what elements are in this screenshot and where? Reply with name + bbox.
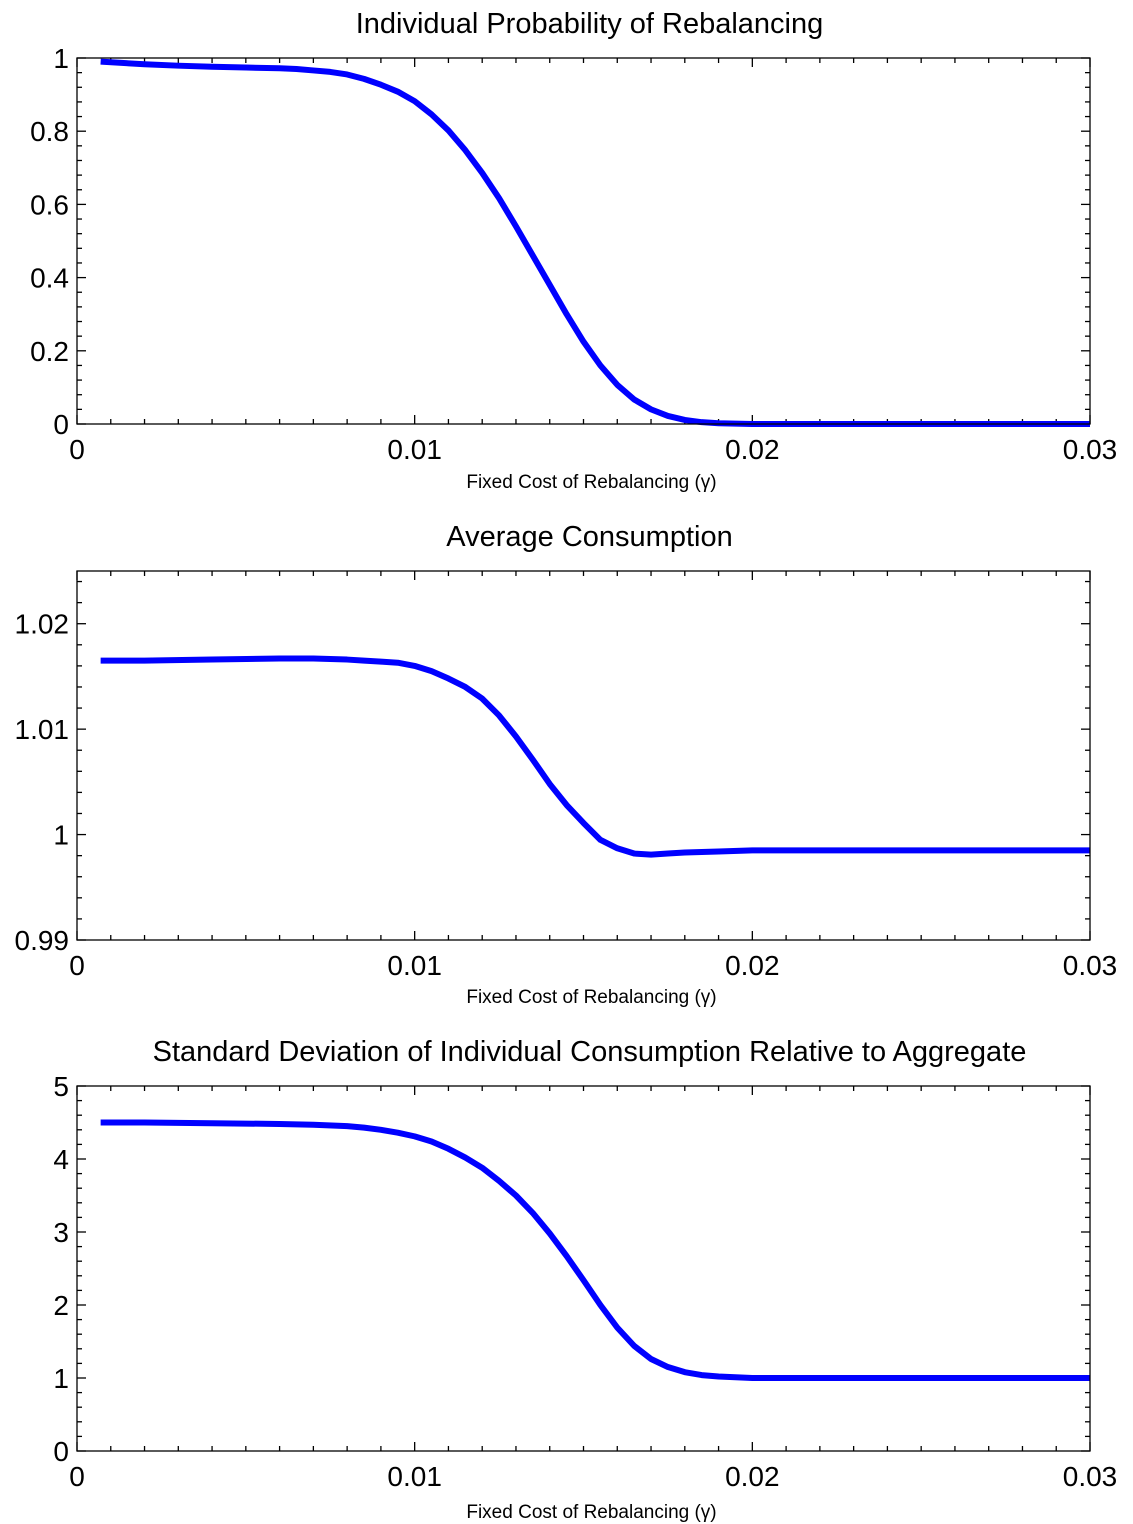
x-tick-label: 0.02 — [725, 950, 780, 981]
x-tick-label: 0.01 — [387, 434, 442, 465]
chart-panel-1: Individual Probability of Rebalancing 0 0.… — [30, 8, 1117, 493]
x-axis-label: Fixed Cost of Rebalancing (γ) — [466, 472, 716, 493]
y-tick-label: 1.02 — [15, 609, 70, 640]
x-tick-label: 0.02 — [725, 434, 780, 465]
axes-box — [76, 1085, 1091, 1452]
x-tick-label: 0.02 — [725, 1461, 780, 1492]
series-line — [100, 1119, 1090, 1381]
x-axis-label: Fixed Cost of Rebalancing (γ) — [466, 987, 716, 1008]
chart-title: Average Consumption — [446, 521, 732, 553]
x-tick-label: 0.03 — [1063, 1461, 1118, 1492]
y-tick-label: 0.8 — [30, 116, 69, 147]
axes-box — [76, 570, 1091, 941]
axes-box — [76, 57, 1091, 425]
x-tick-label: 0 — [69, 434, 85, 465]
x-axis-label: Fixed Cost of Rebalancing (γ) — [466, 1502, 716, 1523]
y-tick-label: 1 — [53, 1363, 69, 1394]
y-tick-label: 0 — [53, 1436, 69, 1467]
y-tick-label: 2 — [53, 1290, 69, 1321]
y-tick-label: 0.2 — [30, 336, 69, 367]
y-tick-label: 0.99 — [15, 925, 70, 956]
y-tick-label: 1 — [53, 820, 69, 851]
y-tick-label: 1 — [53, 43, 69, 74]
y-tick-label: 4 — [53, 1144, 69, 1175]
y-tick-label: 1.01 — [15, 714, 70, 745]
series-line — [100, 655, 1090, 858]
y-tick-label: 0.6 — [30, 189, 69, 220]
chart-panel-3: Standard Deviation of Individual Consump… — [53, 1036, 1117, 1523]
x-tick-label: 0.03 — [1063, 950, 1118, 981]
chart-panel-2: Average Consumption 0 0.01 0.02 0.03 0.99 1 1.0… — [15, 521, 1118, 1008]
y-tick-label: 0 — [53, 409, 69, 440]
y-tick-label: 3 — [53, 1217, 69, 1248]
x-tick-label: 0.01 — [387, 1461, 442, 1492]
x-tick-label: 0 — [69, 950, 85, 981]
x-tick-label: 0 — [69, 1461, 85, 1492]
y-tick-label: 5 — [53, 1071, 69, 1102]
chart-title: Standard Deviation of Individual Consump… — [153, 1036, 1027, 1068]
chart-title: Individual Probability of Rebalancing — [356, 8, 824, 40]
x-tick-label: 0.01 — [387, 950, 442, 981]
series-line — [100, 58, 1090, 427]
x-tick-label: 0.03 — [1063, 434, 1118, 465]
y-tick-label: 0.4 — [30, 263, 69, 294]
